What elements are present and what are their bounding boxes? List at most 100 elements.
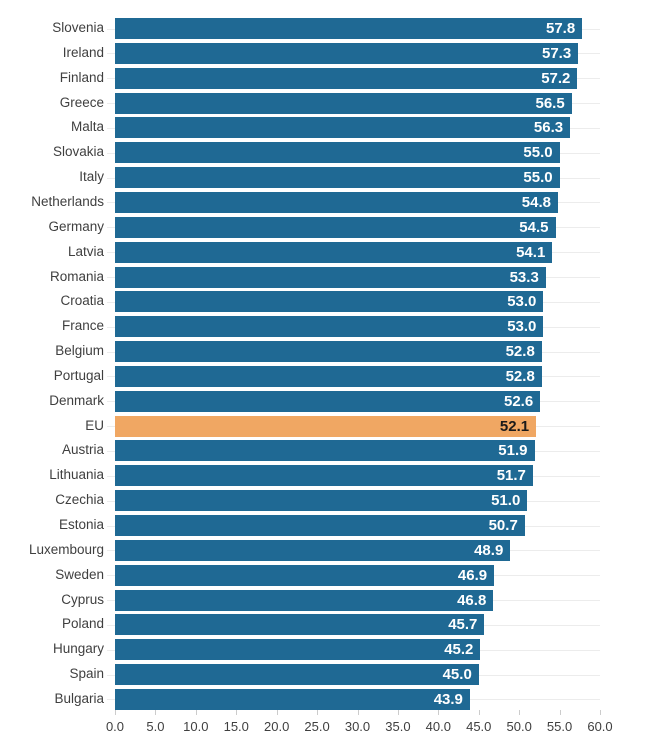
category-label: Croatia (60, 293, 104, 309)
bar: 56.5 (115, 92, 572, 114)
x-axis-tick-label: 50.0 (506, 719, 532, 734)
bar: 55.0 (115, 142, 560, 164)
category-label: Germany (48, 218, 104, 234)
bar: 48.9 (115, 539, 511, 561)
bar: 51.0 (115, 490, 528, 512)
x-axis-tick (115, 710, 116, 715)
bar: 54.8 (115, 191, 558, 213)
bar: 50.7 (115, 515, 525, 536)
value-label: 54.8 (521, 193, 551, 211)
category-label: Hungary (52, 641, 104, 657)
x-axis-tick (397, 710, 399, 715)
value-label: 51.9 (498, 442, 528, 460)
bar: 57.8 (115, 18, 583, 39)
value-label: 52.8 (505, 367, 535, 385)
bar: 43.9 (115, 688, 470, 710)
bar: 53.0 (115, 316, 544, 338)
value-label: 57.2 (541, 69, 571, 87)
bar: 52.8 (115, 341, 542, 363)
category-label: Estonia (58, 517, 104, 532)
value-label: 46.8 (457, 591, 487, 609)
category-label: Cyprus (61, 591, 104, 607)
bar: 45.0 (115, 664, 479, 686)
x-axis-tick (600, 710, 601, 715)
category-label: Poland (61, 616, 104, 632)
bar: 45.2 (115, 639, 481, 661)
value-label: 53.0 (507, 318, 537, 336)
bar: 52.8 (115, 365, 542, 387)
bar: 55.0 (115, 167, 560, 189)
category-label: Bulgaria (54, 690, 104, 706)
bar: 52.6 (115, 390, 541, 412)
value-label: 52.8 (505, 343, 535, 361)
value-label: 45.0 (442, 666, 472, 684)
bar: 53.0 (115, 291, 544, 313)
x-axis-tick-label: 5.0 (146, 719, 165, 734)
category-label: Czechia (55, 492, 104, 508)
category-label: Portugal (53, 367, 104, 383)
value-label: 45.7 (448, 616, 478, 634)
bar: 45.7 (115, 614, 485, 636)
x-axis-tick (317, 710, 319, 715)
x-axis-tick-label: 55.0 (546, 719, 573, 734)
x-axis-tick-label: 60.0 (587, 719, 613, 734)
x-axis-tick (478, 710, 480, 715)
category-label: Denmark (49, 392, 104, 408)
value-label: 51.0 (491, 492, 521, 510)
value-label: 50.7 (488, 517, 518, 534)
x-axis-tick-label: 15.0 (223, 719, 249, 734)
category-label: Luxembourg (28, 541, 104, 557)
bar: 54.5 (115, 216, 556, 238)
category-label: Sweden (55, 566, 104, 582)
category-label: Slovenia (52, 20, 104, 35)
bar-highlight-eu: 52.1 (115, 415, 537, 437)
value-label: 48.9 (474, 541, 504, 559)
category-label: Greece (59, 94, 104, 110)
category-label: Spain (69, 666, 104, 682)
category-label: Latvia (67, 243, 104, 259)
bar: 57.3 (115, 42, 579, 64)
x-axis-tick (438, 710, 440, 715)
category-label: Austria (61, 442, 104, 458)
value-label: 53.0 (507, 293, 537, 311)
bar: 54.1 (115, 241, 553, 263)
value-label: 56.3 (533, 119, 564, 137)
x-axis-tick (357, 710, 359, 715)
x-axis-tick (236, 710, 238, 715)
x-axis-tick (195, 710, 197, 715)
bar: 46.8 (115, 589, 494, 611)
bar: 53.3 (115, 266, 546, 288)
x-axis-tick (559, 710, 561, 715)
bar: 51.7 (115, 465, 533, 487)
value-label: 54.5 (519, 218, 549, 236)
x-axis-tick (155, 710, 157, 715)
bar: 46.9 (115, 564, 495, 586)
value-label: 43.9 (433, 690, 463, 708)
x-axis-tick-label: 10.0 (183, 719, 209, 734)
value-label: 53.3 (509, 268, 539, 286)
category-label: EU (85, 417, 104, 433)
bar: 56.3 (115, 117, 571, 139)
category-label: Netherlands (31, 193, 104, 209)
value-label: 45.2 (444, 641, 474, 659)
value-label: 55.0 (523, 144, 553, 162)
x-axis-tick (276, 710, 278, 715)
category-label: Italy (79, 169, 104, 185)
category-label: Ireland (62, 44, 104, 60)
category-label: Romania (49, 268, 104, 284)
value-label: 54.1 (516, 243, 546, 261)
category-label: Belgium (55, 343, 104, 359)
x-axis-tick-label: 0.0 (105, 719, 125, 734)
x-axis-tick-label: 25.0 (304, 719, 330, 734)
value-label: 55.0 (523, 169, 553, 187)
bar: 57.2 (115, 67, 578, 89)
value-label: 51.7 (496, 467, 526, 485)
x-axis-tick-label: 35.0 (385, 719, 411, 734)
category-label: Slovakia (52, 144, 104, 160)
category-label: Finland (59, 69, 104, 85)
bar: 51.9 (115, 440, 535, 462)
x-axis-tick-label: 45.0 (466, 719, 492, 734)
value-label: 56.5 (535, 94, 565, 112)
value-label: 57.8 (545, 20, 576, 37)
x-axis-tick-label: 20.0 (264, 719, 290, 734)
